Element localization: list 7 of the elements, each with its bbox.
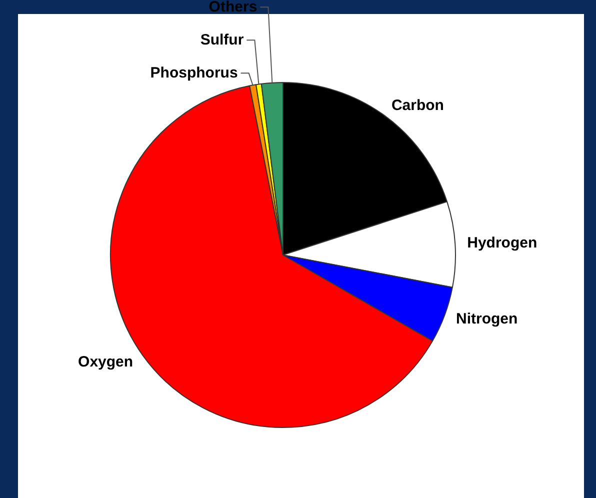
slice-label: Nitrogen	[456, 310, 518, 328]
slice-label: Phosphorus	[150, 64, 238, 82]
slice-label: Others	[208, 0, 258, 16]
slice-label: Oxygen	[78, 354, 134, 371]
slice-label: Carbon	[391, 96, 444, 114]
slice-label: Hydrogen	[467, 234, 538, 252]
slice-label: Sulfur	[200, 31, 244, 48]
